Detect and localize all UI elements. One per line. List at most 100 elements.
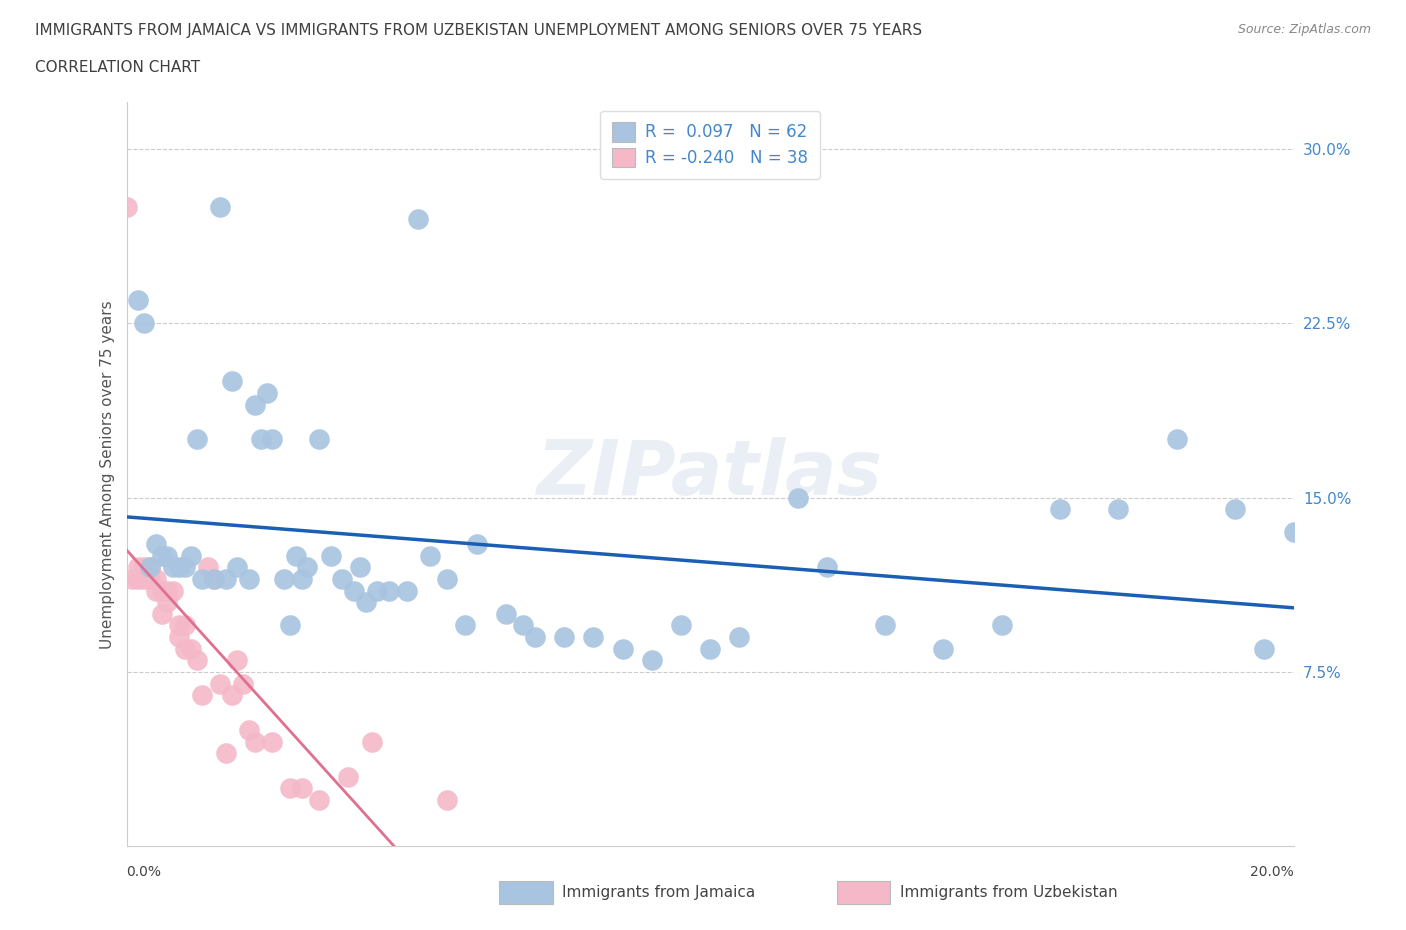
Point — [308, 432, 330, 447]
Text: Immigrants from Uzbekistan: Immigrants from Uzbekistan — [900, 885, 1118, 900]
Point — [180, 642, 202, 657]
Point — [150, 583, 173, 598]
Point — [360, 735, 382, 750]
Point — [1108, 502, 1130, 517]
Point — [232, 676, 254, 691]
Point — [202, 571, 225, 587]
Point — [145, 583, 167, 598]
Point — [582, 630, 605, 644]
Point — [1049, 502, 1071, 517]
Point — [156, 595, 179, 610]
Text: Source: ZipAtlas.com: Source: ZipAtlas.com — [1237, 23, 1371, 36]
Point — [167, 618, 190, 633]
Point — [145, 537, 167, 551]
Point — [366, 583, 388, 598]
Point — [343, 583, 366, 598]
Point — [337, 769, 360, 784]
Point — [262, 735, 284, 750]
Point — [308, 792, 330, 807]
Text: Immigrants from Jamaica: Immigrants from Jamaica — [562, 885, 755, 900]
Point — [1166, 432, 1188, 447]
Point — [243, 735, 266, 750]
Text: CORRELATION CHART: CORRELATION CHART — [35, 60, 200, 75]
Point — [167, 630, 190, 644]
Point — [454, 618, 477, 633]
Point — [132, 560, 155, 575]
Point — [932, 642, 955, 657]
Point — [127, 571, 149, 587]
Point — [139, 560, 162, 575]
Point — [150, 549, 173, 564]
Point — [191, 571, 214, 587]
Point — [395, 583, 418, 598]
Point — [990, 618, 1012, 633]
Point — [349, 560, 371, 575]
Point — [197, 560, 219, 575]
Point — [132, 316, 155, 331]
Point — [238, 723, 260, 737]
Point — [139, 560, 162, 575]
Point — [162, 560, 184, 575]
Point — [127, 560, 149, 575]
Point — [332, 571, 354, 587]
Point — [1223, 502, 1246, 517]
Point — [174, 642, 197, 657]
Point — [215, 571, 238, 587]
Point — [174, 618, 197, 633]
Point — [243, 397, 266, 412]
Legend: R =  0.097   N = 62, R = -0.240   N = 38: R = 0.097 N = 62, R = -0.240 N = 38 — [600, 111, 820, 179]
Point — [127, 293, 149, 308]
Point — [180, 549, 202, 564]
Point — [815, 560, 838, 575]
Point — [378, 583, 401, 598]
Point — [162, 583, 184, 598]
Point — [262, 432, 284, 447]
Point — [139, 571, 162, 587]
Point — [512, 618, 534, 633]
Point — [249, 432, 271, 447]
Point — [238, 571, 260, 587]
Point — [174, 560, 197, 575]
Point — [297, 560, 319, 575]
Point — [208, 200, 231, 215]
Point — [278, 618, 301, 633]
Point — [156, 583, 179, 598]
Point — [612, 642, 634, 657]
Point — [284, 549, 307, 564]
Text: IMMIGRANTS FROM JAMAICA VS IMMIGRANTS FROM UZBEKISTAN UNEMPLOYMENT AMONG SENIORS: IMMIGRANTS FROM JAMAICA VS IMMIGRANTS FR… — [35, 23, 922, 38]
Point — [354, 595, 377, 610]
Point — [524, 630, 547, 644]
Point — [436, 571, 458, 587]
Point — [436, 792, 458, 807]
Point — [1282, 525, 1305, 540]
Point — [278, 781, 301, 796]
Point — [786, 490, 808, 505]
Point — [121, 571, 143, 587]
Point — [208, 676, 231, 691]
Point — [115, 200, 138, 215]
Point — [495, 606, 517, 621]
Point — [728, 630, 751, 644]
Point — [290, 571, 312, 587]
Point — [221, 688, 243, 703]
Point — [465, 537, 488, 551]
Point — [226, 653, 249, 668]
Point — [202, 571, 225, 587]
Point — [221, 374, 243, 389]
Text: ZIPatlas: ZIPatlas — [537, 437, 883, 512]
Point — [553, 630, 575, 644]
Point — [150, 606, 173, 621]
Point — [215, 746, 238, 761]
Point — [408, 211, 430, 226]
Point — [256, 386, 278, 401]
Point — [875, 618, 897, 633]
Y-axis label: Unemployment Among Seniors over 75 years: Unemployment Among Seniors over 75 years — [100, 300, 115, 648]
Point — [669, 618, 692, 633]
Point — [156, 549, 179, 564]
Point — [145, 571, 167, 587]
Point — [319, 549, 342, 564]
Point — [419, 549, 441, 564]
Point — [226, 560, 249, 575]
Point — [273, 571, 295, 587]
Point — [699, 642, 721, 657]
